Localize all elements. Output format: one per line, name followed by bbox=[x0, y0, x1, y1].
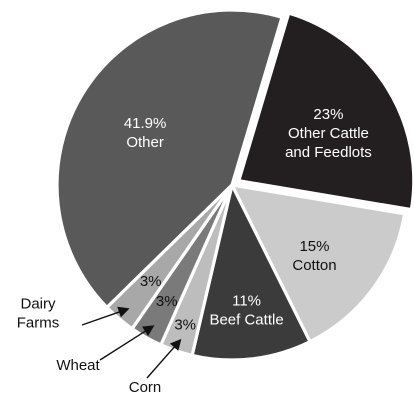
outer-labels: Corn Wheat Dairy Farms bbox=[17, 296, 182, 396]
pie-slice-beef-cattle bbox=[190, 183, 312, 362]
outer-label-wheat: Wheat bbox=[56, 357, 100, 374]
arrow-corn bbox=[146, 338, 182, 379]
slice-label-cotton: 15% Cotton bbox=[292, 238, 336, 274]
slice-label-other: 41.9% Other bbox=[124, 115, 167, 151]
pie-slice-dairy-farms bbox=[105, 183, 234, 331]
pie-slices bbox=[55, 8, 414, 362]
pie-labels: 41.9% Other 23% Other Cattle and Feedlots 15%… bbox=[124, 106, 372, 333]
slice-label-corn: 3% bbox=[174, 316, 196, 333]
pie-slice-cotton bbox=[230, 183, 407, 344]
slice-label-dairy-farms: 3% bbox=[140, 273, 162, 290]
outer-label-dairy-farms: Dairy Farms bbox=[17, 296, 60, 332]
pie-slice-other bbox=[55, 8, 284, 310]
arrow-dairy-farms bbox=[81, 306, 130, 326]
slice-label-other-cattle-and-feedlots: 23% Other Cattle and Feedlots bbox=[285, 106, 372, 161]
slice-label-beef-cattle: 11% Beef Cattle bbox=[209, 293, 283, 329]
slice-label-wheat: 3% bbox=[156, 293, 178, 310]
arrow-wheat bbox=[99, 325, 155, 361]
outer-label-corn: Corn bbox=[129, 379, 162, 396]
